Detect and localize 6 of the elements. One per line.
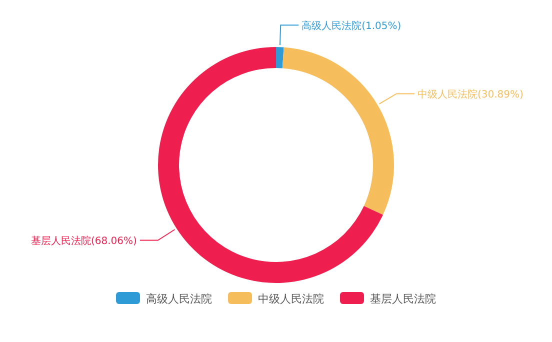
data-label: 高级人民法院(1.05%): [302, 20, 402, 32]
data-label: 中级人民法院(30.89%): [417, 88, 524, 101]
legend-label: 基层人民法院: [370, 292, 436, 306]
legend-label: 高级人民法院: [146, 292, 212, 306]
data-label: 基层人民法院(68.06%): [31, 235, 138, 248]
legend-label: 中级人民法院: [258, 292, 324, 306]
